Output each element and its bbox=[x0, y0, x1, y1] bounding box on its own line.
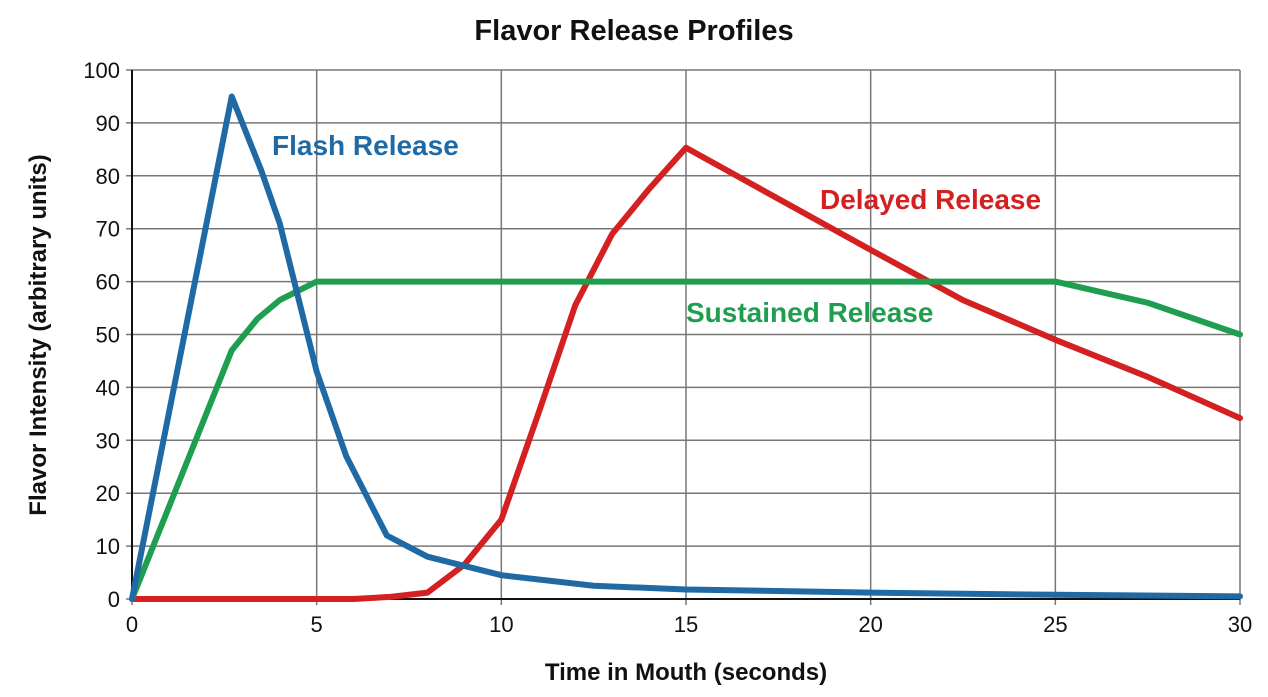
x-tick-label: 5 bbox=[311, 612, 323, 637]
y-tick-label: 50 bbox=[96, 323, 120, 348]
x-tick-label: 25 bbox=[1043, 612, 1067, 637]
y-tick-label: 10 bbox=[96, 534, 120, 559]
series-label-flash: Flash Release bbox=[272, 130, 459, 161]
chart-title: Flavor Release Profiles bbox=[474, 15, 793, 47]
y-tick-label: 60 bbox=[96, 270, 120, 295]
y-tick-label: 100 bbox=[83, 58, 120, 83]
y-tick-label: 80 bbox=[96, 164, 120, 189]
x-tick-label: 10 bbox=[489, 612, 513, 637]
y-tick-label: 20 bbox=[96, 481, 120, 506]
series-line-delayed-release bbox=[129, 144, 1243, 602]
series-label-delayed: Delayed Release bbox=[820, 184, 1041, 215]
x-tick-label: 15 bbox=[674, 612, 698, 637]
series-label-sustained: Sustained Release bbox=[686, 297, 933, 328]
x-tick-label: 20 bbox=[858, 612, 882, 637]
x-tick-label: 0 bbox=[126, 612, 138, 637]
y-tick-label: 0 bbox=[108, 587, 120, 612]
y-tick-label: 30 bbox=[96, 428, 120, 453]
y-axis-label: Flavor Intensity (arbitrary units) bbox=[25, 154, 52, 515]
y-tick-label: 40 bbox=[96, 375, 120, 400]
y-tick-label: 70 bbox=[96, 217, 120, 242]
x-tick-label: 30 bbox=[1228, 612, 1252, 637]
series-line-flash-release bbox=[129, 93, 1243, 602]
y-tick-label: 90 bbox=[96, 111, 120, 136]
x-axis-label: Time in Mouth (seconds) bbox=[545, 659, 827, 686]
